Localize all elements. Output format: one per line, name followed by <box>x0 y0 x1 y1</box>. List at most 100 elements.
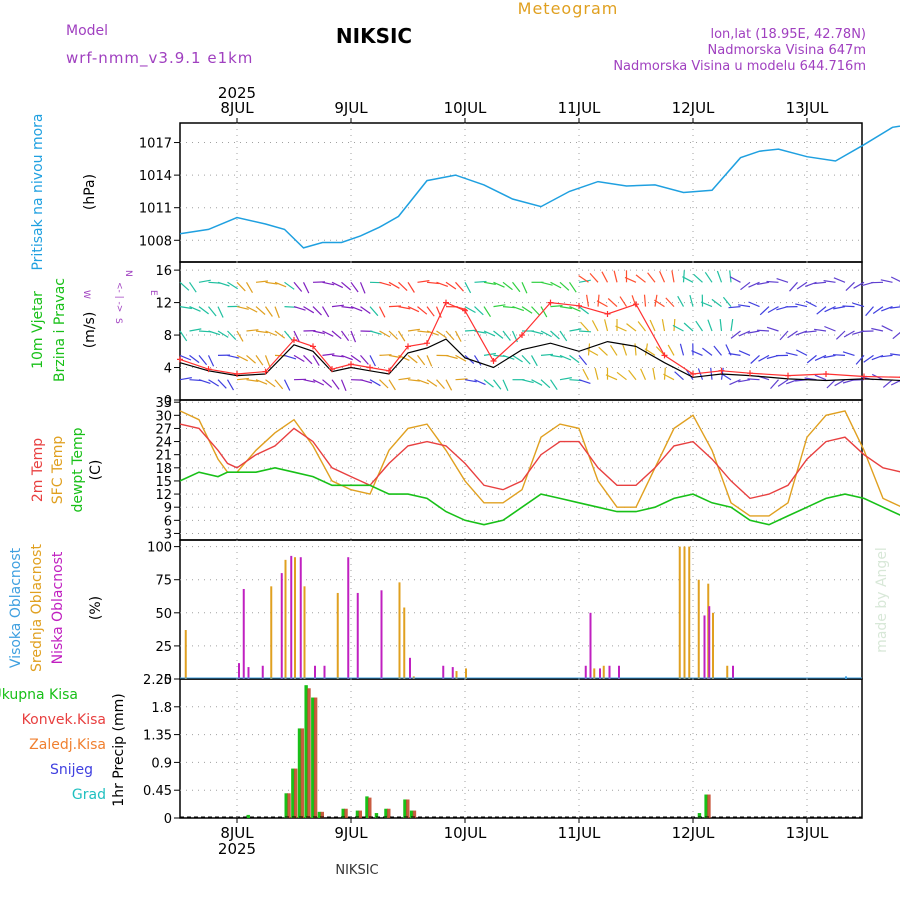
bottom-day-label: 13JUL <box>786 824 829 842</box>
cloud-bar <box>442 666 444 679</box>
wind-arrow <box>748 379 760 380</box>
precip-bar <box>368 798 371 818</box>
y-tick-label: 1017 <box>139 137 172 152</box>
cloud-bar <box>324 666 326 679</box>
y-tick-label: 12 <box>155 488 172 503</box>
wind-label-2: Brzina i Pravac <box>52 278 68 382</box>
cloud-unit: (%) <box>88 596 104 620</box>
cloud-bar <box>684 547 686 679</box>
cloud-bar <box>248 667 250 679</box>
cloud-bar <box>238 663 240 679</box>
cloud-bar <box>281 573 283 679</box>
model-elevation-text: Nadmorska Visina u modelu 644.716m <box>613 59 866 74</box>
y-tick-label: 0.45 <box>143 784 172 799</box>
compass-n-label: N <box>123 270 133 277</box>
y-tick-label: 8 <box>164 329 172 344</box>
cloud-bar <box>465 668 467 679</box>
y-tick-label: 15 <box>155 475 172 490</box>
cloud-bar <box>698 580 700 679</box>
cloud-bar <box>243 589 245 679</box>
wind-arrow <box>767 282 779 283</box>
footer-station: NIKSIC <box>335 863 378 878</box>
y-tick-label: 21 <box>155 449 172 464</box>
cloud-bar <box>708 606 710 679</box>
cloud-bar <box>399 582 401 679</box>
cloud-bar <box>688 547 690 679</box>
cloud-bar <box>270 586 272 679</box>
cloud-bar <box>704 615 706 679</box>
precip-bar <box>359 811 362 818</box>
bottom-day-label: 12JUL <box>672 824 715 842</box>
precip-bar <box>247 815 250 818</box>
top-day-label: 13JUL <box>786 99 829 117</box>
credit-text: made by Angel <box>874 547 890 653</box>
precip-bar <box>307 688 310 818</box>
cloud-bar <box>609 666 611 679</box>
coords-text: lon,lat (18.95E, 42.78N) <box>710 27 866 42</box>
wind-arrow <box>665 368 666 380</box>
cloud-bar <box>590 613 592 679</box>
wind-arrow <box>843 306 855 307</box>
y-tick-label: 100 <box>147 541 172 556</box>
cloud-bar <box>679 547 681 679</box>
pressure-label: Pritisak na nivou mora <box>30 113 46 270</box>
legend-total-precip: Ukupna Kisa <box>0 687 78 703</box>
y-tick-label: 1.35 <box>143 729 172 744</box>
compass-s-label: S <box>113 318 123 324</box>
cloud-bar <box>381 590 383 679</box>
top-day-label: 12JUL <box>672 99 715 117</box>
wind-arrow <box>579 331 591 332</box>
legend-snow: Snijeg <box>50 762 93 778</box>
cloud-bar <box>599 668 601 679</box>
precip-bar <box>707 795 710 818</box>
cloud-bar <box>294 557 296 679</box>
y-tick-label: 75 <box>155 574 172 589</box>
y-tick-label: 30 <box>155 409 172 424</box>
y-tick-label: 18 <box>155 462 172 477</box>
cloud-bar <box>285 560 287 679</box>
y-tick-label: 27 <box>155 422 172 437</box>
legend-hail: Grad <box>72 787 106 803</box>
cloud-label-1: Visoka Oblacnost <box>8 547 24 668</box>
y-tick-label: 1014 <box>139 169 172 184</box>
product-title: Meteogram <box>518 0 619 18</box>
cloud-bar <box>593 668 595 679</box>
precip-bar <box>294 769 297 818</box>
top-day-label: 10JUL <box>444 99 487 117</box>
cloud-bar <box>712 613 714 679</box>
cloud-label-2: Srednja Oblacnost <box>29 544 45 672</box>
cloud-bar <box>409 658 411 679</box>
bottom-day-label: 9JUL <box>334 824 368 842</box>
y-tick-label: 1.8 <box>151 701 172 716</box>
wind-label-1: 10m Vjetar <box>30 291 46 369</box>
cloud-bar <box>403 608 405 679</box>
station-title: NIKSIC <box>336 24 412 48</box>
cloud-label-3: Niska Oblacnost <box>50 551 66 664</box>
cloud-bar <box>618 666 620 679</box>
bottom-day-label: 10JUL <box>444 824 487 842</box>
y-tick-label: 2.25 <box>143 673 172 688</box>
temp-label-2: SFC Temp <box>50 436 66 505</box>
cloud-bar <box>726 666 728 679</box>
y-tick-label: 0.9 <box>151 756 172 771</box>
y-tick-label: 4 <box>164 362 172 377</box>
cloud-bar <box>452 667 454 679</box>
y-tick-label: 50 <box>155 607 172 622</box>
pressure-unit: (hPa) <box>82 174 98 210</box>
bottom-year-label: 2025 <box>218 840 256 858</box>
cloud-bar <box>262 666 264 679</box>
cloud-bar <box>585 666 587 679</box>
wind-unit: (m/s) <box>82 312 98 349</box>
precip-bar <box>287 793 290 818</box>
cloud-bar <box>603 666 605 679</box>
y-tick-label: 0 <box>164 812 172 827</box>
precip-bar <box>387 809 390 818</box>
top-day-label: 9JUL <box>334 99 368 117</box>
temp-label-1: 2m Temp <box>30 438 46 502</box>
wind-arrow <box>833 355 845 356</box>
model-label: Model <box>66 23 108 39</box>
elevation-text: Nadmorska Visina 647m <box>708 43 867 58</box>
temp-unit: (C) <box>88 460 104 481</box>
